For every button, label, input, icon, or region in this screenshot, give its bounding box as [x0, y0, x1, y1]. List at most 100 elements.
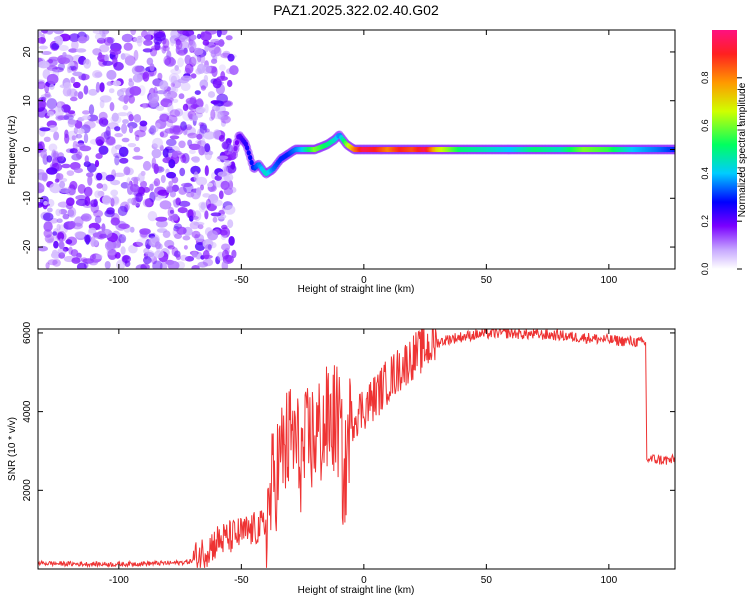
noise-speckle — [91, 239, 99, 246]
x-tick-label: -100 — [109, 575, 129, 586]
colorbar-gradient — [712, 30, 737, 269]
noise-speckle — [67, 119, 77, 125]
noise-speckle — [227, 53, 235, 62]
noise-speckle — [175, 254, 181, 261]
noise-speckle — [81, 73, 86, 81]
noise-speckle — [142, 103, 147, 109]
noise-speckle — [117, 205, 128, 217]
noise-speckle — [215, 256, 221, 265]
noise-speckle — [42, 30, 48, 35]
noise-speckle — [69, 61, 75, 68]
noise-speckle — [46, 235, 53, 245]
noise-speckle — [134, 65, 144, 73]
noise-speckle — [83, 234, 92, 244]
noise-speckle — [123, 42, 133, 51]
noise-speckle — [178, 200, 191, 207]
noise-speckle — [71, 257, 81, 264]
noise-speckle — [47, 207, 53, 213]
noise-speckle — [110, 189, 119, 197]
noise-speckle — [110, 197, 115, 207]
noise-speckle — [61, 163, 71, 169]
noise-speckle — [159, 261, 167, 269]
noise-speckle — [49, 83, 55, 90]
noise-speckle — [70, 249, 79, 257]
noise-speckle — [99, 233, 108, 239]
noise-speckle — [149, 125, 156, 136]
noise-speckle — [170, 68, 182, 75]
noise-speckle — [191, 251, 198, 258]
noise-speckle — [157, 189, 170, 196]
noise-speckle — [44, 234, 55, 244]
noise-speckle — [149, 63, 155, 72]
noise-speckle — [199, 204, 208, 213]
noise-speckle — [213, 199, 223, 207]
noise-speckle — [133, 146, 141, 153]
noise-speckle — [207, 91, 216, 98]
noise-speckle — [123, 166, 131, 176]
noise-speckle — [48, 143, 58, 152]
noise-speckle — [162, 230, 171, 238]
noise-speckle — [52, 150, 59, 159]
noise-speckle — [77, 184, 86, 194]
noise-speckle — [142, 48, 153, 53]
noise-speckle — [56, 223, 61, 231]
noise-speckle — [54, 178, 60, 183]
signal-cell — [234, 140, 240, 146]
noise-speckle — [193, 210, 202, 222]
noise-speckle — [191, 54, 202, 65]
noise-speckle — [44, 83, 50, 94]
noise-speckle — [196, 133, 203, 140]
noise-speckle — [58, 177, 68, 183]
noise-speckle — [104, 54, 109, 63]
y-tick-label: -20 — [22, 239, 33, 254]
noise-speckle — [196, 33, 202, 40]
noise-speckle — [153, 31, 166, 42]
noise-speckle — [218, 190, 224, 200]
noise-speckle — [80, 213, 92, 222]
noise-speckle — [38, 60, 50, 69]
noise-speckle — [90, 199, 98, 208]
noise-speckle — [76, 262, 87, 269]
noise-speckle — [196, 187, 202, 196]
x-tick-label: 50 — [481, 575, 493, 586]
noise-speckle — [222, 249, 229, 260]
noise-speckle — [70, 76, 76, 84]
y-tick-label: 2000 — [22, 479, 33, 502]
noise-speckle — [218, 39, 225, 47]
noise-speckle — [88, 227, 97, 234]
noise-speckle — [94, 215, 102, 224]
noise-speckle — [126, 177, 131, 188]
noise-speckle — [178, 140, 186, 149]
noise-speckle — [176, 226, 187, 235]
noise-speckle — [62, 86, 72, 97]
noise-speckle — [41, 51, 52, 55]
noise-speckle — [133, 49, 139, 61]
noise-speckle — [167, 206, 175, 218]
noise-speckle — [140, 263, 150, 269]
noise-speckle — [88, 88, 98, 96]
noise-speckle — [39, 127, 51, 132]
noise-speckle — [211, 58, 218, 64]
noise-speckle — [96, 172, 103, 181]
noise-speckle — [166, 138, 177, 147]
noise-speckle — [139, 120, 148, 127]
noise-speckle — [169, 190, 176, 198]
noise-speckle — [104, 261, 111, 269]
snr-y-label: SNR (10 * v/v) — [7, 417, 18, 481]
y-tick-label: 0 — [22, 146, 33, 152]
noise-speckle — [68, 220, 76, 229]
noise-speckle — [182, 103, 189, 111]
noise-speckle — [59, 181, 66, 189]
noise-speckle — [55, 208, 62, 217]
spectrogram-signal-layer — [230, 130, 675, 179]
noise-speckle — [98, 52, 103, 59]
noise-speckle — [200, 31, 212, 41]
noise-speckle — [66, 66, 72, 74]
noise-speckle — [71, 135, 76, 141]
noise-speckle — [185, 99, 197, 110]
noise-speckle — [168, 159, 176, 169]
noise-speckle — [98, 117, 104, 125]
noise-speckle — [143, 247, 150, 255]
noise-speckle — [73, 167, 83, 174]
